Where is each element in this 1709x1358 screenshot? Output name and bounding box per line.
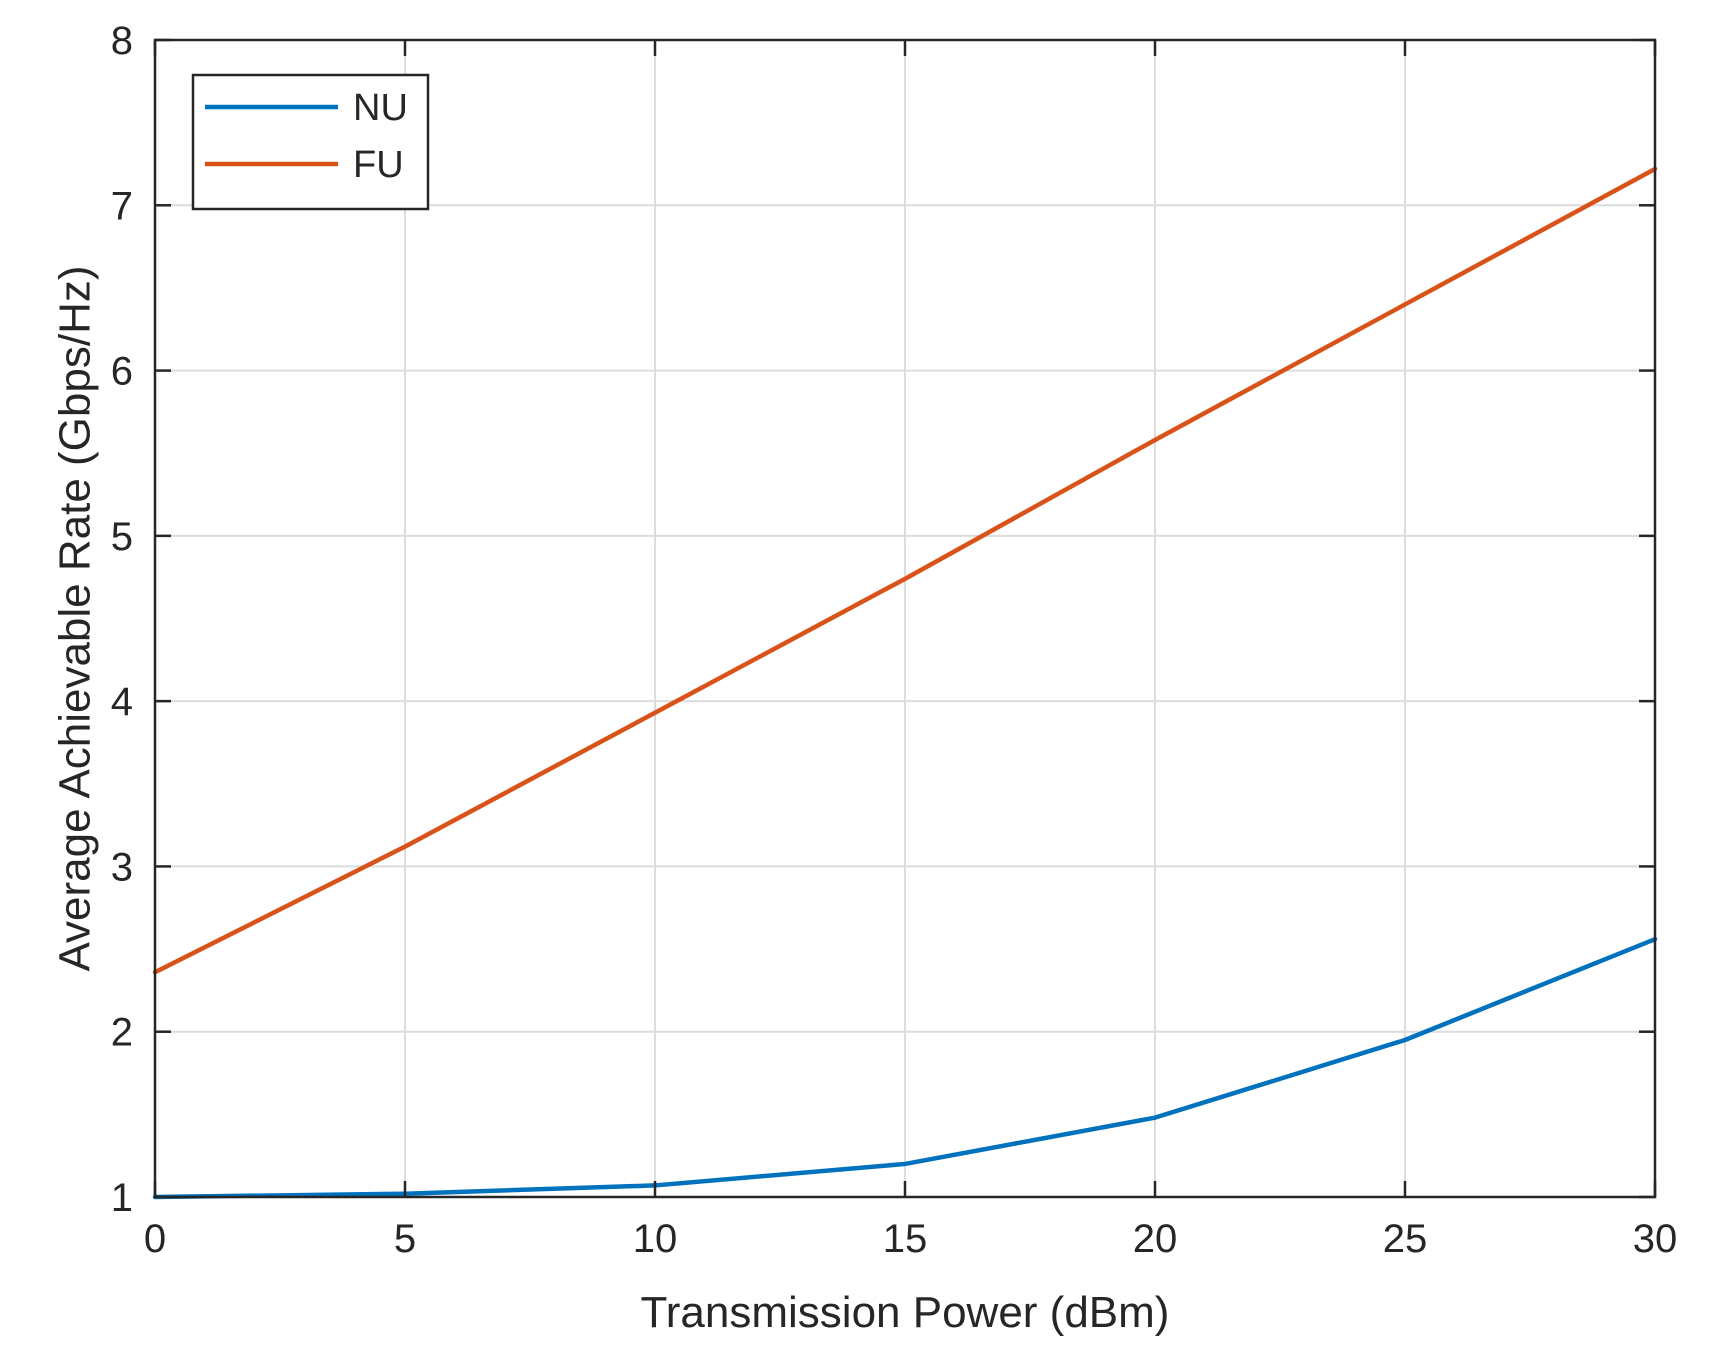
x-tick-label: 15 — [883, 1217, 928, 1261]
series-line-fu — [152, 166, 1658, 975]
y-tick-label: 7 — [111, 184, 133, 228]
y-tick-label: 3 — [111, 845, 133, 889]
x-tick-label: 30 — [1633, 1217, 1678, 1261]
x-tick-labels: 0 5 10 15 20 25 30 — [144, 1217, 1677, 1261]
x-tick-label: 25 — [1383, 1217, 1428, 1261]
legend-label-nu: NU — [353, 87, 408, 129]
y-tick-label: 6 — [111, 350, 133, 394]
tick-marks — [153, 38, 1657, 1199]
legend-box — [191, 73, 430, 211]
y-tick-label: 5 — [111, 515, 133, 559]
x-tick-label: 5 — [394, 1217, 416, 1261]
x-axis-label: Transmission Power (dBm) — [641, 1288, 1170, 1337]
y-axis-label: Average Achievable Rate (Gbps/Hz) — [51, 266, 100, 972]
legend-label-fu: FU — [353, 144, 404, 186]
x-tick-label: 10 — [633, 1217, 678, 1261]
y-tick-labels: 1 2 3 4 5 6 7 8 — [111, 19, 133, 1220]
grid-lines — [154, 39, 1656, 1198]
y-tick-label: 8 — [111, 19, 133, 63]
x-tick-label: 20 — [1133, 1217, 1178, 1261]
y-tick-label: 4 — [111, 680, 133, 724]
y-tick-label: 1 — [111, 1176, 133, 1220]
x-tick-label: 0 — [144, 1217, 166, 1261]
y-tick-label: 2 — [111, 1011, 133, 1055]
legend: NU FU — [191, 73, 430, 211]
